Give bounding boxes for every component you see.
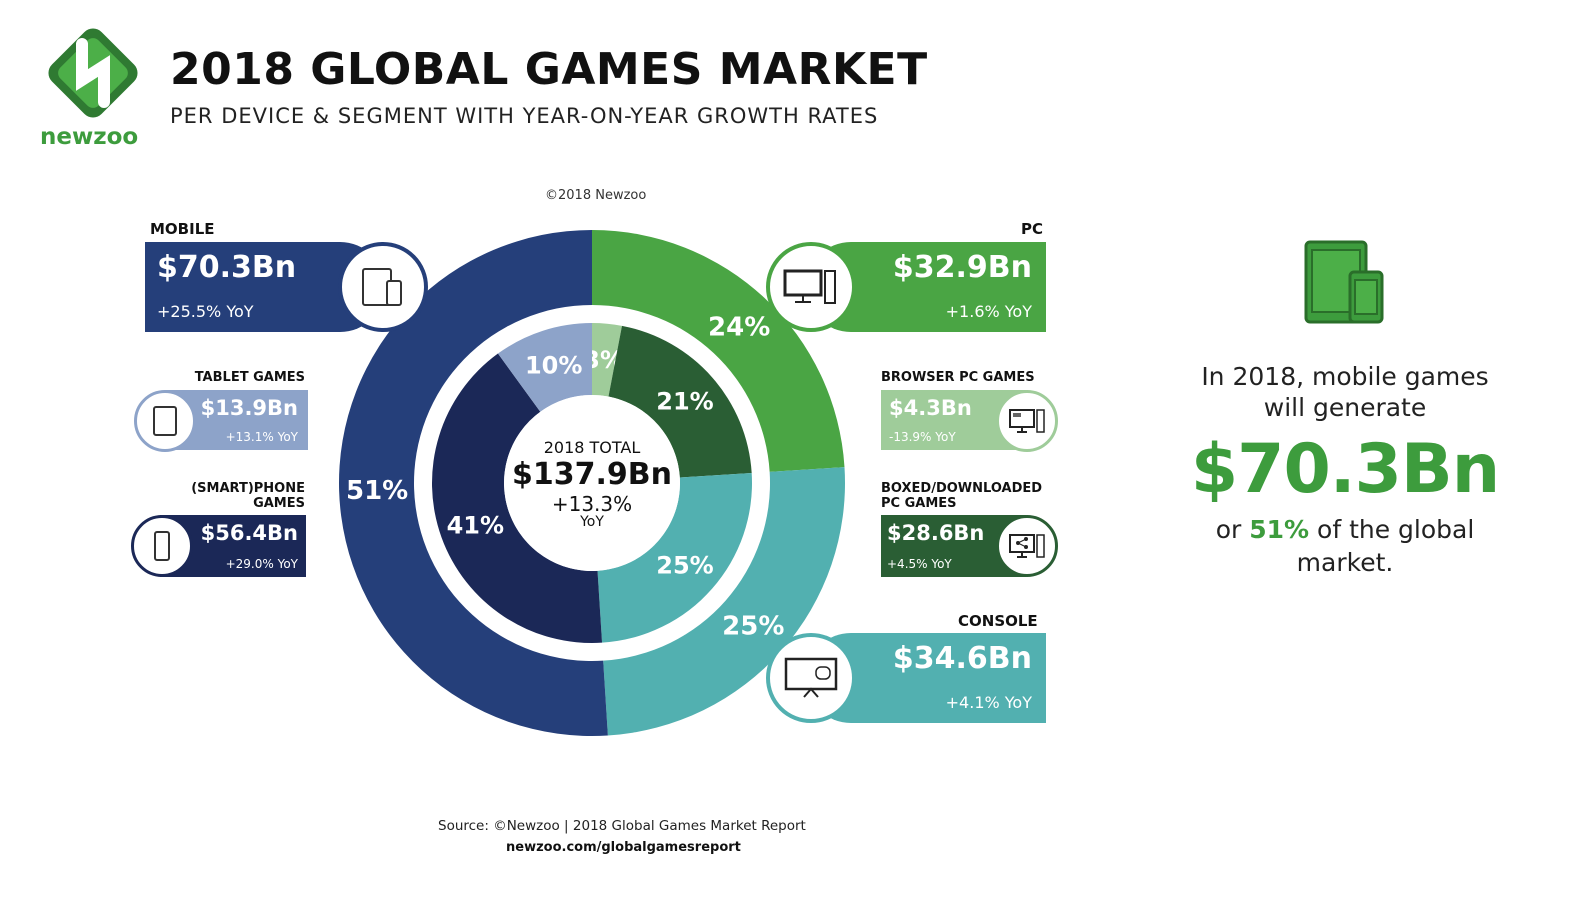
inner-pct-label: 25% <box>656 551 713 579</box>
pc-value: $32.9Bn <box>892 250 1032 285</box>
boxed-heading-line2: PC GAMES <box>881 496 957 511</box>
side-line2: will generate <box>1263 393 1427 422</box>
phone-heading-line2: GAMES <box>253 496 305 511</box>
browser-heading: BROWSER PC GAMES <box>881 370 1035 385</box>
side-pct: 51% <box>1249 515 1310 544</box>
console-value: $34.6Bn <box>892 641 1032 676</box>
outer-pct-label: 25% <box>722 611 784 641</box>
copyright: ©2018 Newzoo <box>545 188 647 203</box>
phone-heading-line1: (SMART)PHONE <box>191 481 305 496</box>
source-note: Source: ©Newzoo | 2018 Global Games Mark… <box>438 818 806 834</box>
phone-icon <box>131 515 193 577</box>
mobile-devices-icon <box>1304 240 1384 324</box>
tablet-heading: TABLET GAMES <box>194 370 305 385</box>
browser-pc-icon <box>996 390 1058 452</box>
chart-center: 2018 TOTAL $137.9Bn +13.3% YoY <box>502 438 682 530</box>
newzoo-logo-icon <box>48 28 138 118</box>
mobile-heading: MOBILE <box>150 220 215 238</box>
console-heading: CONSOLE <box>958 612 1038 630</box>
pc-box: $32.9Bn +1.6% YoY <box>806 242 1046 332</box>
center-yoy: YoY <box>580 514 604 530</box>
outer-slice-pc <box>592 230 845 472</box>
brand-name: newzoo <box>40 124 139 150</box>
inner-slice-boxed-downloaded-pc-games <box>608 325 752 478</box>
side-line4: market. <box>1296 548 1394 577</box>
inner-pct-label: 21% <box>656 387 713 415</box>
phone-value: $56.4Bn <box>200 521 298 545</box>
outer-pct-label: 24% <box>708 312 770 342</box>
inner-slice-console <box>597 472 752 643</box>
boxed-heading: BOXED/DOWNLOADED PC GAMES <box>881 481 1042 511</box>
side-line1: In 2018, mobile games <box>1201 362 1489 391</box>
inner-pct-label: 41% <box>447 511 504 539</box>
tablet-phone-icon <box>338 242 428 332</box>
side-value: $70.3Bn <box>1190 430 1500 509</box>
pc-yoy: +1.6% YoY <box>945 302 1032 321</box>
source-url[interactable]: newzoo.com/globalgamesreport <box>506 840 741 855</box>
center-label: 2018 TOTAL <box>543 438 641 457</box>
phone-heading: (SMART)PHONE GAMES <box>150 481 305 511</box>
page-subtitle: PER DEVICE & SEGMENT WITH YEAR-ON-YEAR G… <box>170 104 879 128</box>
side-line3: or 51% of the global <box>1180 515 1510 544</box>
boxed-value: $28.6Bn <box>887 521 985 545</box>
donut-center-hole <box>504 395 680 571</box>
mobile-value: $70.3Bn <box>157 250 297 285</box>
center-total: $137.9Bn <box>512 457 672 492</box>
center-growth: +13.3% <box>551 492 633 516</box>
boxed-yoy: +4.5% YoY <box>887 557 952 571</box>
outer-pct-label: 51% <box>346 476 408 506</box>
outer-slice-console <box>603 467 845 736</box>
inner-slice--smart-phone-games <box>432 353 603 643</box>
tablet-value: $13.9Bn <box>200 396 298 420</box>
download-pc-icon <box>996 515 1058 577</box>
inner-slice-browser-pc-games <box>592 323 622 397</box>
side-pre: or <box>1215 515 1250 544</box>
inner-pct-label: 10% <box>525 351 582 379</box>
console-yoy: +4.1% YoY <box>945 693 1032 712</box>
inner-slice-tablet-games <box>497 323 592 412</box>
mobile-yoy: +25.5% YoY <box>157 302 254 321</box>
pc-heading: PC <box>1021 220 1044 238</box>
browser-yoy: -13.9% YoY <box>889 430 956 444</box>
tablet-yoy: +13.1% YoY <box>225 430 298 444</box>
phone-yoy: +29.0% YoY <box>225 557 298 571</box>
tablet-icon <box>134 390 196 452</box>
console-tv-icon <box>766 633 856 723</box>
browser-value: $4.3Bn <box>889 396 972 420</box>
side-post: of the global <box>1309 515 1475 544</box>
page-title: 2018 GLOBAL GAMES MARKET <box>170 44 928 95</box>
boxed-heading-line1: BOXED/DOWNLOADED <box>881 481 1043 496</box>
outer-slice-mobile <box>338 230 608 736</box>
desktop-pc-icon <box>766 242 856 332</box>
